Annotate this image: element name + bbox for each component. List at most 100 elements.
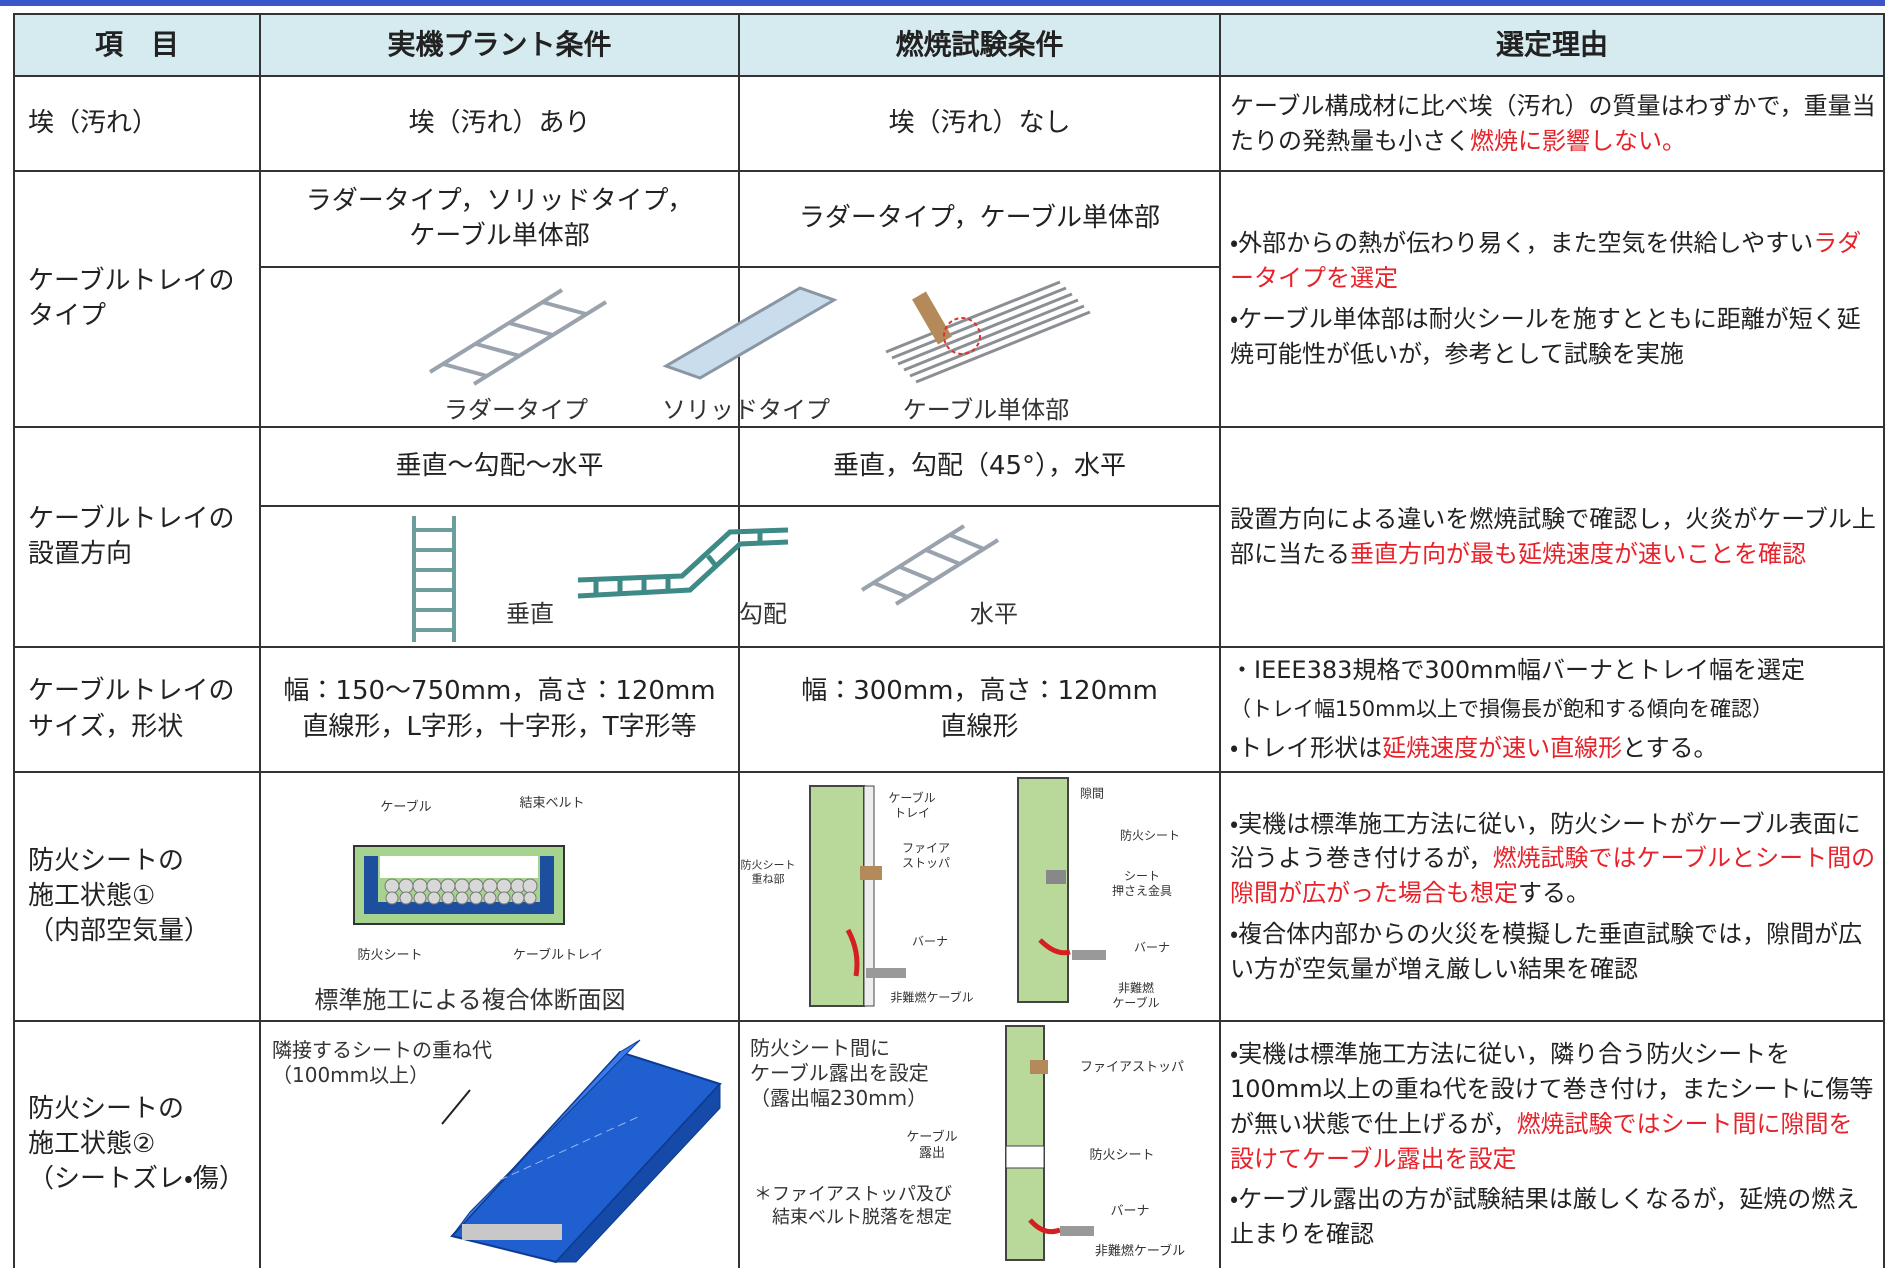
- figure-label: 標準施工による複合体断面図: [314, 986, 626, 1014]
- outer-border: [13, 13, 1885, 1268]
- clamp: [1046, 870, 1066, 884]
- plant-cell: ラダータイプ，ソリッドタイプ， ケーブル単体部: [305, 185, 694, 251]
- header-cell: 燃焼試験条件: [895, 28, 1064, 62]
- figure-label: 結束ベルト: [519, 795, 585, 811]
- item-cell: 防火シートの 施工状態② （シートズレ・傷）: [28, 1093, 245, 1195]
- figure-label: 防火シート間に ケーブル露出を設定 （露出幅230mm）: [750, 1036, 929, 1110]
- sloped-ladder: [577, 527, 789, 599]
- solid-tray: [662, 286, 838, 380]
- ladder-tray: [428, 288, 608, 386]
- reason-text: ・実機は標準施工方法に従い，隣り合う防火シートを100mm以上の重ね代を設けて巻…: [1230, 1040, 1874, 1138]
- figure-label: バーナ: [911, 934, 949, 949]
- figure-label: 非難燃 ケーブル: [1112, 981, 1160, 1010]
- highlight-text: 燃焼試験ではシート間に隙間を設けてケーブル露出を設定: [1230, 1109, 1853, 1173]
- plant-cell: 幅：150～750mm，高さ：120mm 直線形，L字形，十字形，T字形等: [283, 676, 716, 742]
- figure-label: 垂直: [506, 600, 554, 628]
- figure-label: ケーブル: [380, 799, 432, 815]
- reason-paragraph: 設置方向による違いを燃焼試験で確認し，火炎がケーブル上部に当たる垂直方向が最も延…: [1230, 502, 1876, 572]
- plant-cell: 埃（汚れ）あり: [408, 107, 591, 138]
- header-cell: 選定理由: [1495, 28, 1608, 62]
- reason-text: ・トレイ形状は: [1230, 733, 1383, 762]
- figure-label: 防火シート: [1089, 1147, 1155, 1163]
- air-gap: [380, 856, 538, 878]
- tray-side: [863, 785, 875, 1007]
- grid: [13, 13, 1885, 1268]
- roller: [912, 291, 952, 345]
- reason-text: ・複合体内部からの火災を模擬した垂直試験では，隙間が広い方が空気量が増え厳しい結…: [1230, 919, 1863, 983]
- reason-cell: ケーブル構成材に比べ埃（汚れ）の質量はわずかで，重量当たりの発熱量も小さく燃焼に…: [1220, 76, 1884, 171]
- highlight-text: 延焼速度が速い直線形: [1382, 733, 1623, 762]
- highlight-text: 燃焼に影響しない。: [1470, 126, 1686, 155]
- test-cell: 幅：300mm，高さ：120mm 直線形: [801, 676, 1158, 742]
- figure-label: ファイア ストッパ: [901, 841, 951, 870]
- figure-label: ファイアストッパ: [1079, 1059, 1185, 1075]
- burner: [1060, 1226, 1094, 1236]
- figure-label: 勾配: [739, 600, 787, 628]
- reason-text: ・ケーブル単体部は耐火シールを施すとともに距離が短く延焼可能性が低いが，参考とし…: [1230, 305, 1861, 368]
- flame: [1028, 1218, 1061, 1235]
- cable-bundle: [885, 280, 1091, 384]
- burner: [866, 968, 906, 978]
- item-cell: 防火シートの 施工状態① （内部空気量）: [28, 845, 211, 947]
- reason-paragraph: ・IEEE383規格で300mm幅バーナとトレイ幅を選定: [1230, 653, 1805, 688]
- figure-label: 防火シート: [357, 947, 423, 963]
- tray-wall: [554, 1082, 721, 1263]
- reason-paragraph: ・複合体内部からの火災を模擬した垂直試験では，隙間が広い方が空気量が増え厳しい結…: [1230, 917, 1876, 987]
- reason-paragraph: ・外部からの熱が伝わり易く，また空気を供給しやすいラダータイプを選定: [1230, 226, 1876, 296]
- figure-label: バーナ: [1110, 1203, 1150, 1219]
- reason-text: ・IEEE383規格で300mm幅バーナとトレイ幅を選定: [1230, 656, 1805, 685]
- figure-label: ケーブル トレイ: [888, 791, 936, 820]
- reason-cell: ・IEEE383規格で300mm幅バーナとトレイ幅を選定 （トレイ幅150mm以上…: [1220, 647, 1884, 772]
- highlight-text: ラダータイプを選定: [1230, 229, 1862, 293]
- reason-text: とする。: [1622, 733, 1718, 762]
- fire-stopper: [1030, 1060, 1048, 1074]
- test-cell: 垂直，勾配（45°），水平: [832, 450, 1127, 481]
- reason-paragraph: ケーブル構成材に比べ埃（汚れ）の質量はわずかで，重量当たりの発熱量も小さく燃焼に…: [1230, 89, 1876, 159]
- reason-paragraph: ・ケーブル露出の方が試験結果は厳しくなるが，延焼の燃え止まりを確認: [1230, 1182, 1876, 1252]
- exposed-gap: [1005, 1145, 1045, 1169]
- highlight-text: 燃焼試験ではケーブルとシート間の隙間が広がった場合も想定: [1230, 844, 1876, 908]
- figure-label: 防火シート 重ね部: [740, 858, 796, 885]
- reason-text: ・外部からの熱が伝わり易く，また空気を供給しやすい: [1230, 229, 1814, 258]
- figure-label: 隣接するシートの重ね代 （100mm以上）: [272, 1038, 492, 1087]
- fire-stopper: [860, 866, 882, 880]
- flame: [1038, 938, 1071, 956]
- test-cell: 埃（汚れ）なし: [888, 107, 1071, 138]
- flame: [845, 928, 860, 977]
- tray-wall: [451, 1039, 641, 1237]
- reason-paragraph: ・トレイ形状は延焼速度が速い直線形とする。: [1230, 731, 1717, 766]
- reason-text: ・実機は標準施工方法に従い，防火シートがケーブル表面に沿うよう巻き付けるが，: [1230, 809, 1861, 873]
- reason-paragraph: ・ケーブル単体部は耐火シールを施すとともに距離が短く延焼可能性が低いが，参考とし…: [1230, 302, 1876, 372]
- figure-label: ＊ファイアストッパ及び 結束ベルト脱落を想定: [754, 1184, 952, 1228]
- test-rig: [1017, 777, 1069, 1003]
- item-cell: ケーブルトレイの タイプ: [28, 265, 235, 331]
- reason-cell: ・実機は標準施工方法に従い，防火シートがケーブル表面に沿うよう巻き付けるが，燃焼…: [1220, 772, 1884, 1021]
- reason-text: 設置方向による違いを燃焼試験で確認し，火炎がケーブル上部に当たる: [1230, 505, 1876, 568]
- figure-label: バーナ: [1133, 940, 1171, 955]
- header-cell: 項 目: [94, 28, 179, 62]
- highlight-circle: [943, 317, 981, 355]
- burner: [1072, 950, 1106, 960]
- item-cell: 埃（汚れ）: [28, 107, 159, 138]
- top-bar: [0, 0, 1885, 6]
- vertical-ladder: [412, 516, 456, 642]
- reason-cell: 設置方向による違いを燃焼試験で確認し，火炎がケーブル上部に当たる垂直方向が最も延…: [1220, 427, 1884, 647]
- tray-end: [462, 1224, 562, 1240]
- item-cell: ケーブルトレイの 設置方向: [28, 503, 235, 569]
- test-rig: [1005, 1025, 1045, 1261]
- reason-text: ・ケーブル露出の方が試験結果は厳しくなるが，延焼の燃え止まりを確認: [1230, 1185, 1860, 1249]
- figure-label: ケーブル 露出: [906, 1129, 958, 1161]
- reason-cell: ・外部からの熱が伝わり易く，また空気を供給しやすいラダータイプを選定 ・ケーブル単…: [1220, 171, 1884, 427]
- figure-label: 非難燃ケーブル: [1094, 1243, 1186, 1259]
- figure-label: ソリッドタイプ: [662, 396, 830, 424]
- test-cell: ラダータイプ，ケーブル単体部: [798, 203, 1161, 234]
- dimension: [441, 1089, 471, 1125]
- figure-label: ラダータイプ: [444, 396, 588, 424]
- reason-text: ケーブル構成材に比べ埃（汚れ）の質量はわずかで，重量当たりの発熱量も小さく: [1230, 91, 1876, 155]
- horizontal-ladder: [860, 524, 1000, 606]
- figure-label: 非難燃ケーブル: [890, 990, 974, 1005]
- reason-cell: ・実機は標準施工方法に従い，隣り合う防火シートを100mm以上の重ね代を設けて巻…: [1220, 1021, 1884, 1268]
- reason-text: する。: [1518, 879, 1590, 908]
